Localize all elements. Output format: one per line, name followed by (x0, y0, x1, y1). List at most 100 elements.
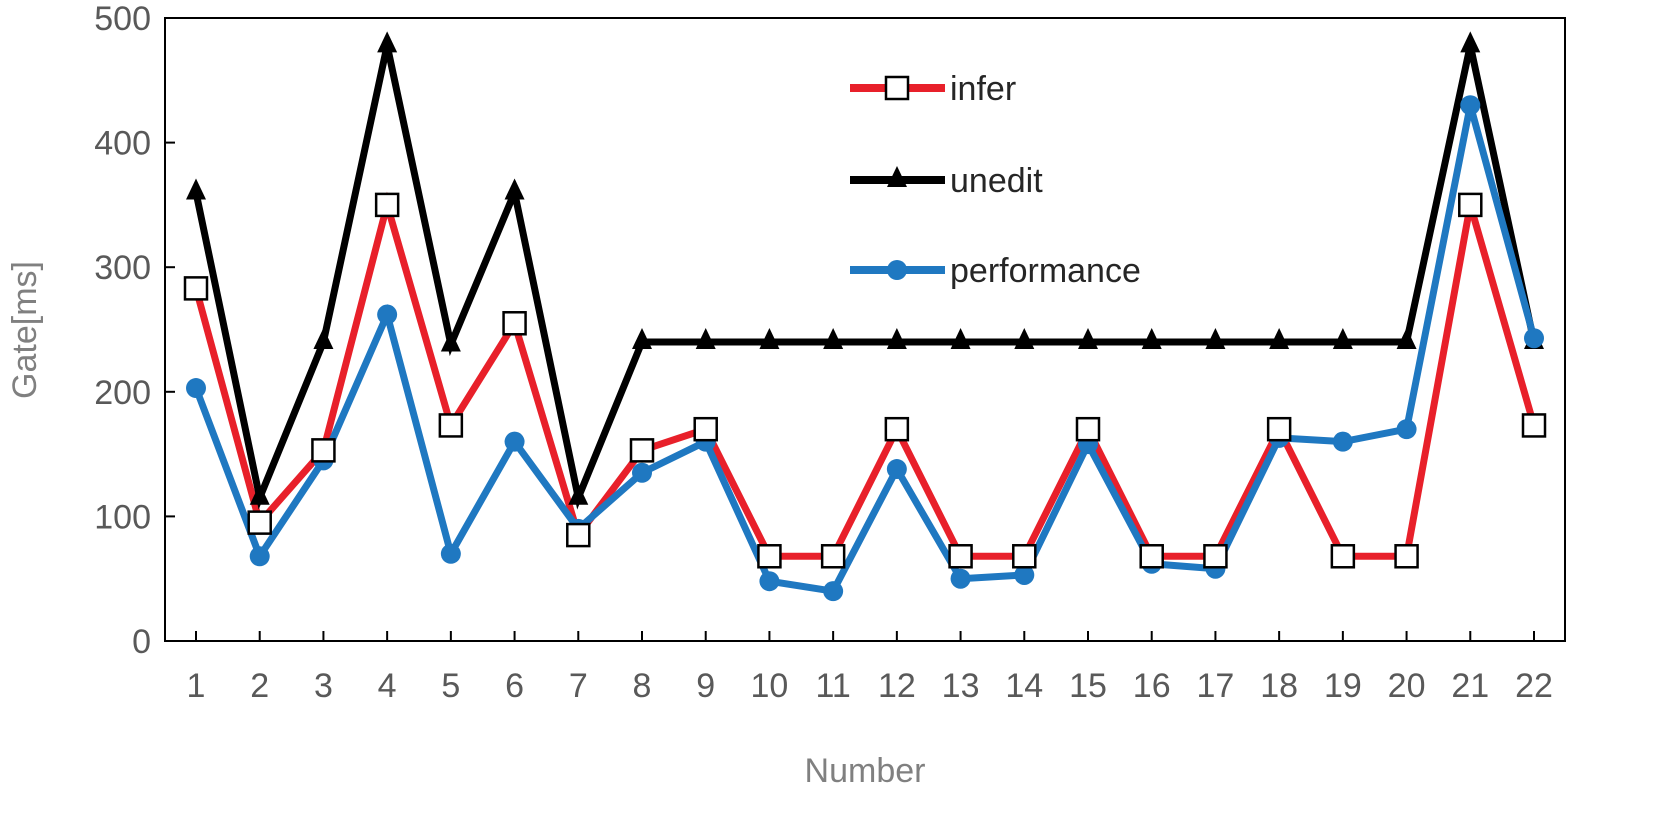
legend-item-performance: performance (850, 252, 1141, 290)
data-point-unedit (377, 31, 398, 53)
data-point-unedit (568, 483, 589, 505)
data-point-unedit (186, 178, 206, 200)
y-tick-label: 0 (132, 623, 151, 661)
x-axis-title: Number (805, 752, 926, 790)
data-point-performance (1460, 95, 1481, 116)
data-point-infer (1203, 544, 1228, 569)
data-point-unedit (440, 330, 461, 352)
data-point-infer (1266, 416, 1292, 442)
data-point-unedit (950, 327, 971, 349)
data-point-infer (566, 522, 591, 548)
series-markers-infer (183, 192, 1547, 569)
data-point-unedit (1014, 327, 1035, 349)
x-tick-label: 7 (569, 667, 588, 705)
y-axis-title: Gate[ms] (6, 261, 44, 399)
data-point-unedit (823, 327, 844, 349)
x-tick-label: 6 (505, 667, 524, 705)
data-point-performance (823, 581, 844, 602)
data-point-performance (886, 459, 907, 480)
x-tick-label: 1 (187, 667, 206, 705)
y-axis: 0 100 200 300 400 500 (94, 0, 175, 661)
data-point-infer (820, 544, 846, 569)
x-tick-label: 22 (1515, 667, 1553, 705)
x-tick-label: 15 (1069, 667, 1107, 705)
data-point-performance (440, 543, 461, 564)
data-point-infer (374, 192, 400, 218)
data-point-performance (504, 431, 525, 452)
data-point-performance (1396, 419, 1417, 440)
data-point-unedit (249, 483, 270, 505)
data-point-unedit (1396, 327, 1417, 349)
data-point-infer (1521, 413, 1547, 438)
x-tick-label: 3 (314, 667, 333, 705)
legend-marker (887, 260, 907, 280)
data-point-unedit (759, 327, 780, 349)
data-point-infer (311, 438, 336, 463)
x-tick-label: 14 (1005, 667, 1043, 705)
legend-item-infer: infer (850, 70, 1016, 108)
data-point-infer (1330, 544, 1356, 569)
x-tick-label: 9 (696, 667, 715, 705)
data-point-unedit (695, 327, 716, 349)
x-tick-label: 18 (1260, 667, 1298, 705)
legend-label: unedit (950, 162, 1043, 200)
data-point-infer (1012, 544, 1037, 569)
x-tick-label: 11 (815, 667, 850, 705)
series-line-performance (192, 104, 1538, 596)
legend-marker (887, 166, 907, 187)
data-point-performance (249, 546, 270, 567)
legend-item-unedit: unedit (850, 162, 1043, 200)
y-tick-label: 200 (94, 374, 151, 412)
x-tick-label: 19 (1324, 667, 1362, 705)
data-point-unedit (1332, 327, 1353, 349)
data-point-performance (759, 571, 780, 592)
data-point-unedit (1141, 327, 1162, 349)
y-tick-label: 300 (94, 249, 151, 287)
data-point-performance (632, 462, 652, 483)
data-point-unedit (1205, 327, 1226, 349)
data-point-unedit (1460, 31, 1481, 53)
x-tick-label: 2 (250, 667, 269, 705)
data-point-performance (1014, 564, 1035, 585)
x-tick-label: 21 (1451, 667, 1489, 705)
legend-label: infer (950, 70, 1016, 108)
data-point-infer (884, 416, 910, 442)
data-point-infer (502, 311, 527, 336)
data-point-unedit (886, 327, 907, 349)
series-line-infer (192, 191, 1538, 560)
x-tick-label: 16 (1133, 667, 1171, 705)
data-point-infer (693, 416, 718, 442)
data-point-infer (1139, 544, 1164, 569)
data-point-performance (186, 378, 206, 399)
x-axis: 1 2 3 4 5 6 7 8 9 10 11 12 13 14 15 16 17 18 19 20 21 22 (187, 631, 1553, 705)
data-point-infer (1075, 416, 1101, 442)
x-tick-label: 4 (378, 667, 397, 705)
data-point-unedit (313, 327, 334, 349)
data-point-unedit (1269, 327, 1290, 349)
series-layer (183, 31, 1547, 602)
data-point-infer (183, 276, 209, 301)
x-tick-label: 8 (633, 667, 652, 705)
data-point-infer (438, 413, 464, 438)
data-point-performance (377, 304, 398, 325)
x-tick-label: 17 (1197, 667, 1235, 705)
legend: infer unedit performance (850, 70, 1141, 290)
data-point-unedit (504, 178, 525, 200)
x-tick-label: 13 (942, 667, 980, 705)
data-point-unedit (1078, 327, 1098, 349)
data-point-infer (247, 510, 272, 535)
x-tick-label: 20 (1388, 667, 1426, 705)
data-point-infer (948, 544, 973, 569)
data-point-performance (1332, 431, 1353, 452)
data-point-unedit (632, 327, 652, 349)
y-tick-label: 500 (94, 0, 151, 38)
data-point-infer (1458, 192, 1483, 218)
series-markers-unedit (186, 31, 1544, 505)
data-point-infer (757, 544, 782, 569)
data-point-infer (1394, 544, 1419, 569)
y-tick-label: 100 (94, 498, 151, 536)
data-point-performance (1524, 328, 1544, 349)
series-line-unedit (192, 44, 1538, 510)
data-point-performance (950, 568, 971, 589)
